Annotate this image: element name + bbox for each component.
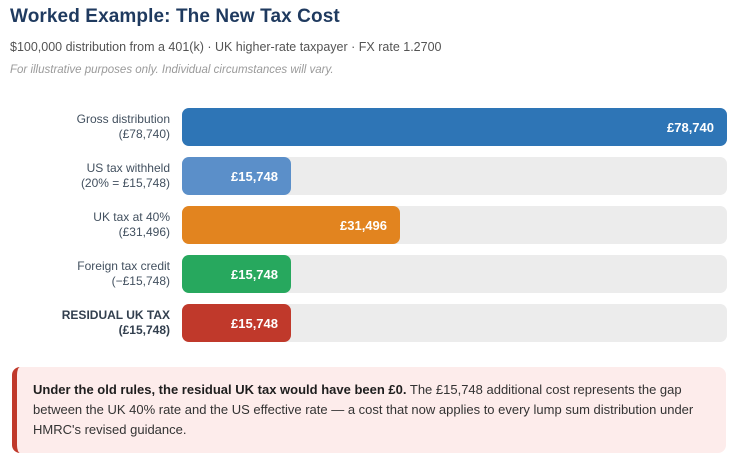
bar-track: £15,748 xyxy=(182,255,727,293)
bar-value-label: £15,748 xyxy=(231,315,278,331)
bar-category-label: RESIDUAL UK TAX (£15,748) xyxy=(10,308,182,338)
bar-category-amount: (20% = £15,748) xyxy=(80,176,170,190)
bar-category-name: UK tax at 40% xyxy=(93,210,170,224)
callout-box: Under the old rules, the residual UK tax… xyxy=(12,367,726,453)
bar-category-amount: (£15,748) xyxy=(118,323,170,337)
bar-fill: £78,740 xyxy=(182,108,727,146)
bar-fill: £31,496 xyxy=(182,206,400,244)
bar-track: £15,748 xyxy=(182,157,727,195)
bar-category-amount: (£78,740) xyxy=(118,127,170,141)
chart-row: Gross distribution (£78,740) £78,740 xyxy=(10,108,727,146)
bar-value-label: £78,740 xyxy=(667,119,714,135)
bar-track: £31,496 xyxy=(182,206,727,244)
bar-value-label: £15,748 xyxy=(231,266,278,282)
callout-body: The £15,748 additional cost represents t… xyxy=(33,382,694,437)
bar-category-label: Foreign tax credit (−£15,748) xyxy=(10,259,182,289)
bar-category-label: US tax withheld (20% = £15,748) xyxy=(10,161,182,191)
bar-track: £78,740 xyxy=(182,108,727,146)
bar-category-name: RESIDUAL UK TAX xyxy=(61,308,170,322)
bar-track: £15,748 xyxy=(182,304,727,342)
tax-bar-chart: Gross distribution (£78,740) £78,740 US tax… xyxy=(10,108,727,342)
bar-category-amount: (£31,496) xyxy=(118,225,170,239)
bar-category-label: UK tax at 40% (£31,496) xyxy=(10,210,182,240)
chart-row: Foreign tax credit (−£15,748) £15,748 xyxy=(10,255,727,293)
bar-category-name: Gross distribution xyxy=(76,112,170,126)
chart-row: UK tax at 40% (£31,496) £31,496 xyxy=(10,206,727,244)
bar-category-name: US tax withheld xyxy=(86,161,170,175)
chart-row: US tax withheld (20% = £15,748) £15,748 xyxy=(10,157,727,195)
bar-fill: £15,748 xyxy=(182,304,291,342)
bar-value-label: £15,748 xyxy=(231,168,278,184)
bar-fill: £15,748 xyxy=(182,157,291,195)
page-title: Worked Example: The New Tax Cost xyxy=(10,6,340,27)
chart-row: RESIDUAL UK TAX (£15,748) £15,748 xyxy=(10,304,727,342)
bar-fill: £15,748 xyxy=(182,255,291,293)
bar-category-label: Gross distribution (£78,740) xyxy=(10,112,182,142)
disclaimer-note: For illustrative purposes only. Individu… xyxy=(10,64,334,76)
bar-value-label: £31,496 xyxy=(340,217,387,233)
callout-lead: Under the old rules, the residual UK tax… xyxy=(33,382,407,397)
scenario-subtitle: $100,000 distribution from a 401(k) · UK… xyxy=(10,40,442,54)
bar-category-amount: (−£15,748) xyxy=(111,274,170,288)
bar-category-name: Foreign tax credit xyxy=(77,259,170,273)
